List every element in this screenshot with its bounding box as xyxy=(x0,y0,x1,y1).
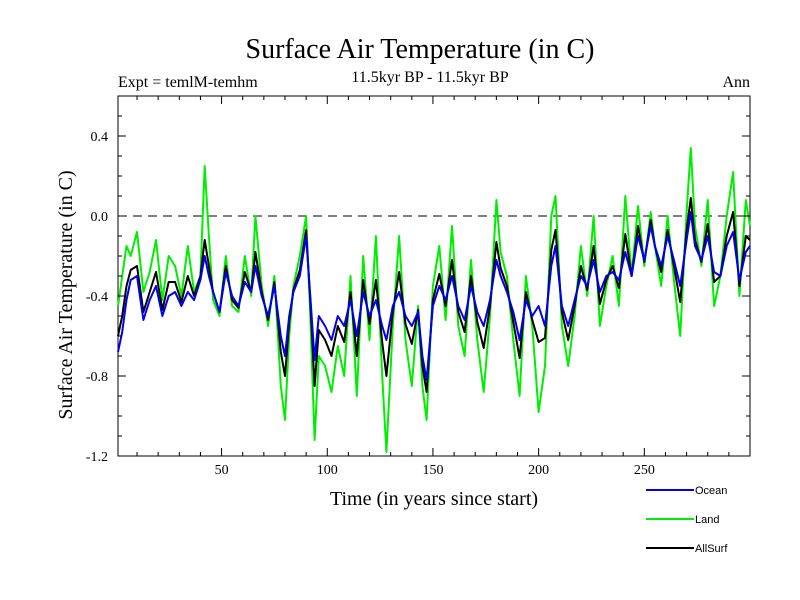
x-tick-label: 50 xyxy=(215,463,229,478)
y-tick-label: -0.8 xyxy=(86,370,108,385)
series-layer xyxy=(117,147,751,453)
y-axis: -1.2 -0.8 -0.4 0.0 0.4 xyxy=(86,95,750,465)
legend-label-ocean: Ocean xyxy=(695,485,727,497)
y-tick-label: 0.4 xyxy=(91,130,109,145)
x-tick-label: 150 xyxy=(422,463,443,478)
x-tick-label: 200 xyxy=(528,463,549,478)
x-tick-label: 250 xyxy=(634,463,655,478)
x-axis: 50 100 150 200 250 xyxy=(136,96,730,478)
y-tick-label: 0.0 xyxy=(91,210,109,225)
series-line-ocean xyxy=(117,211,751,381)
period-label: 11.5kyr BP - 11.5kyr BP xyxy=(351,69,508,86)
chart-title: Surface Air Temperature (in C) xyxy=(246,34,595,65)
legend-label-land: Land xyxy=(695,514,719,526)
y-tick-label: -0.4 xyxy=(86,290,108,305)
y-axis-label: Surface Air Temperature (in C) xyxy=(55,170,77,419)
x-tick-label: 100 xyxy=(317,463,338,478)
y-tick-label: -1.2 xyxy=(86,450,108,465)
season-label: Ann xyxy=(722,74,750,91)
legend: Ocean Land AllSurf xyxy=(646,485,728,555)
experiment-label: Expt = temlM-temhm xyxy=(118,74,258,91)
legend-label-allsurf: AllSurf xyxy=(695,543,728,555)
x-axis-label: Time (in years since start) xyxy=(330,488,538,510)
